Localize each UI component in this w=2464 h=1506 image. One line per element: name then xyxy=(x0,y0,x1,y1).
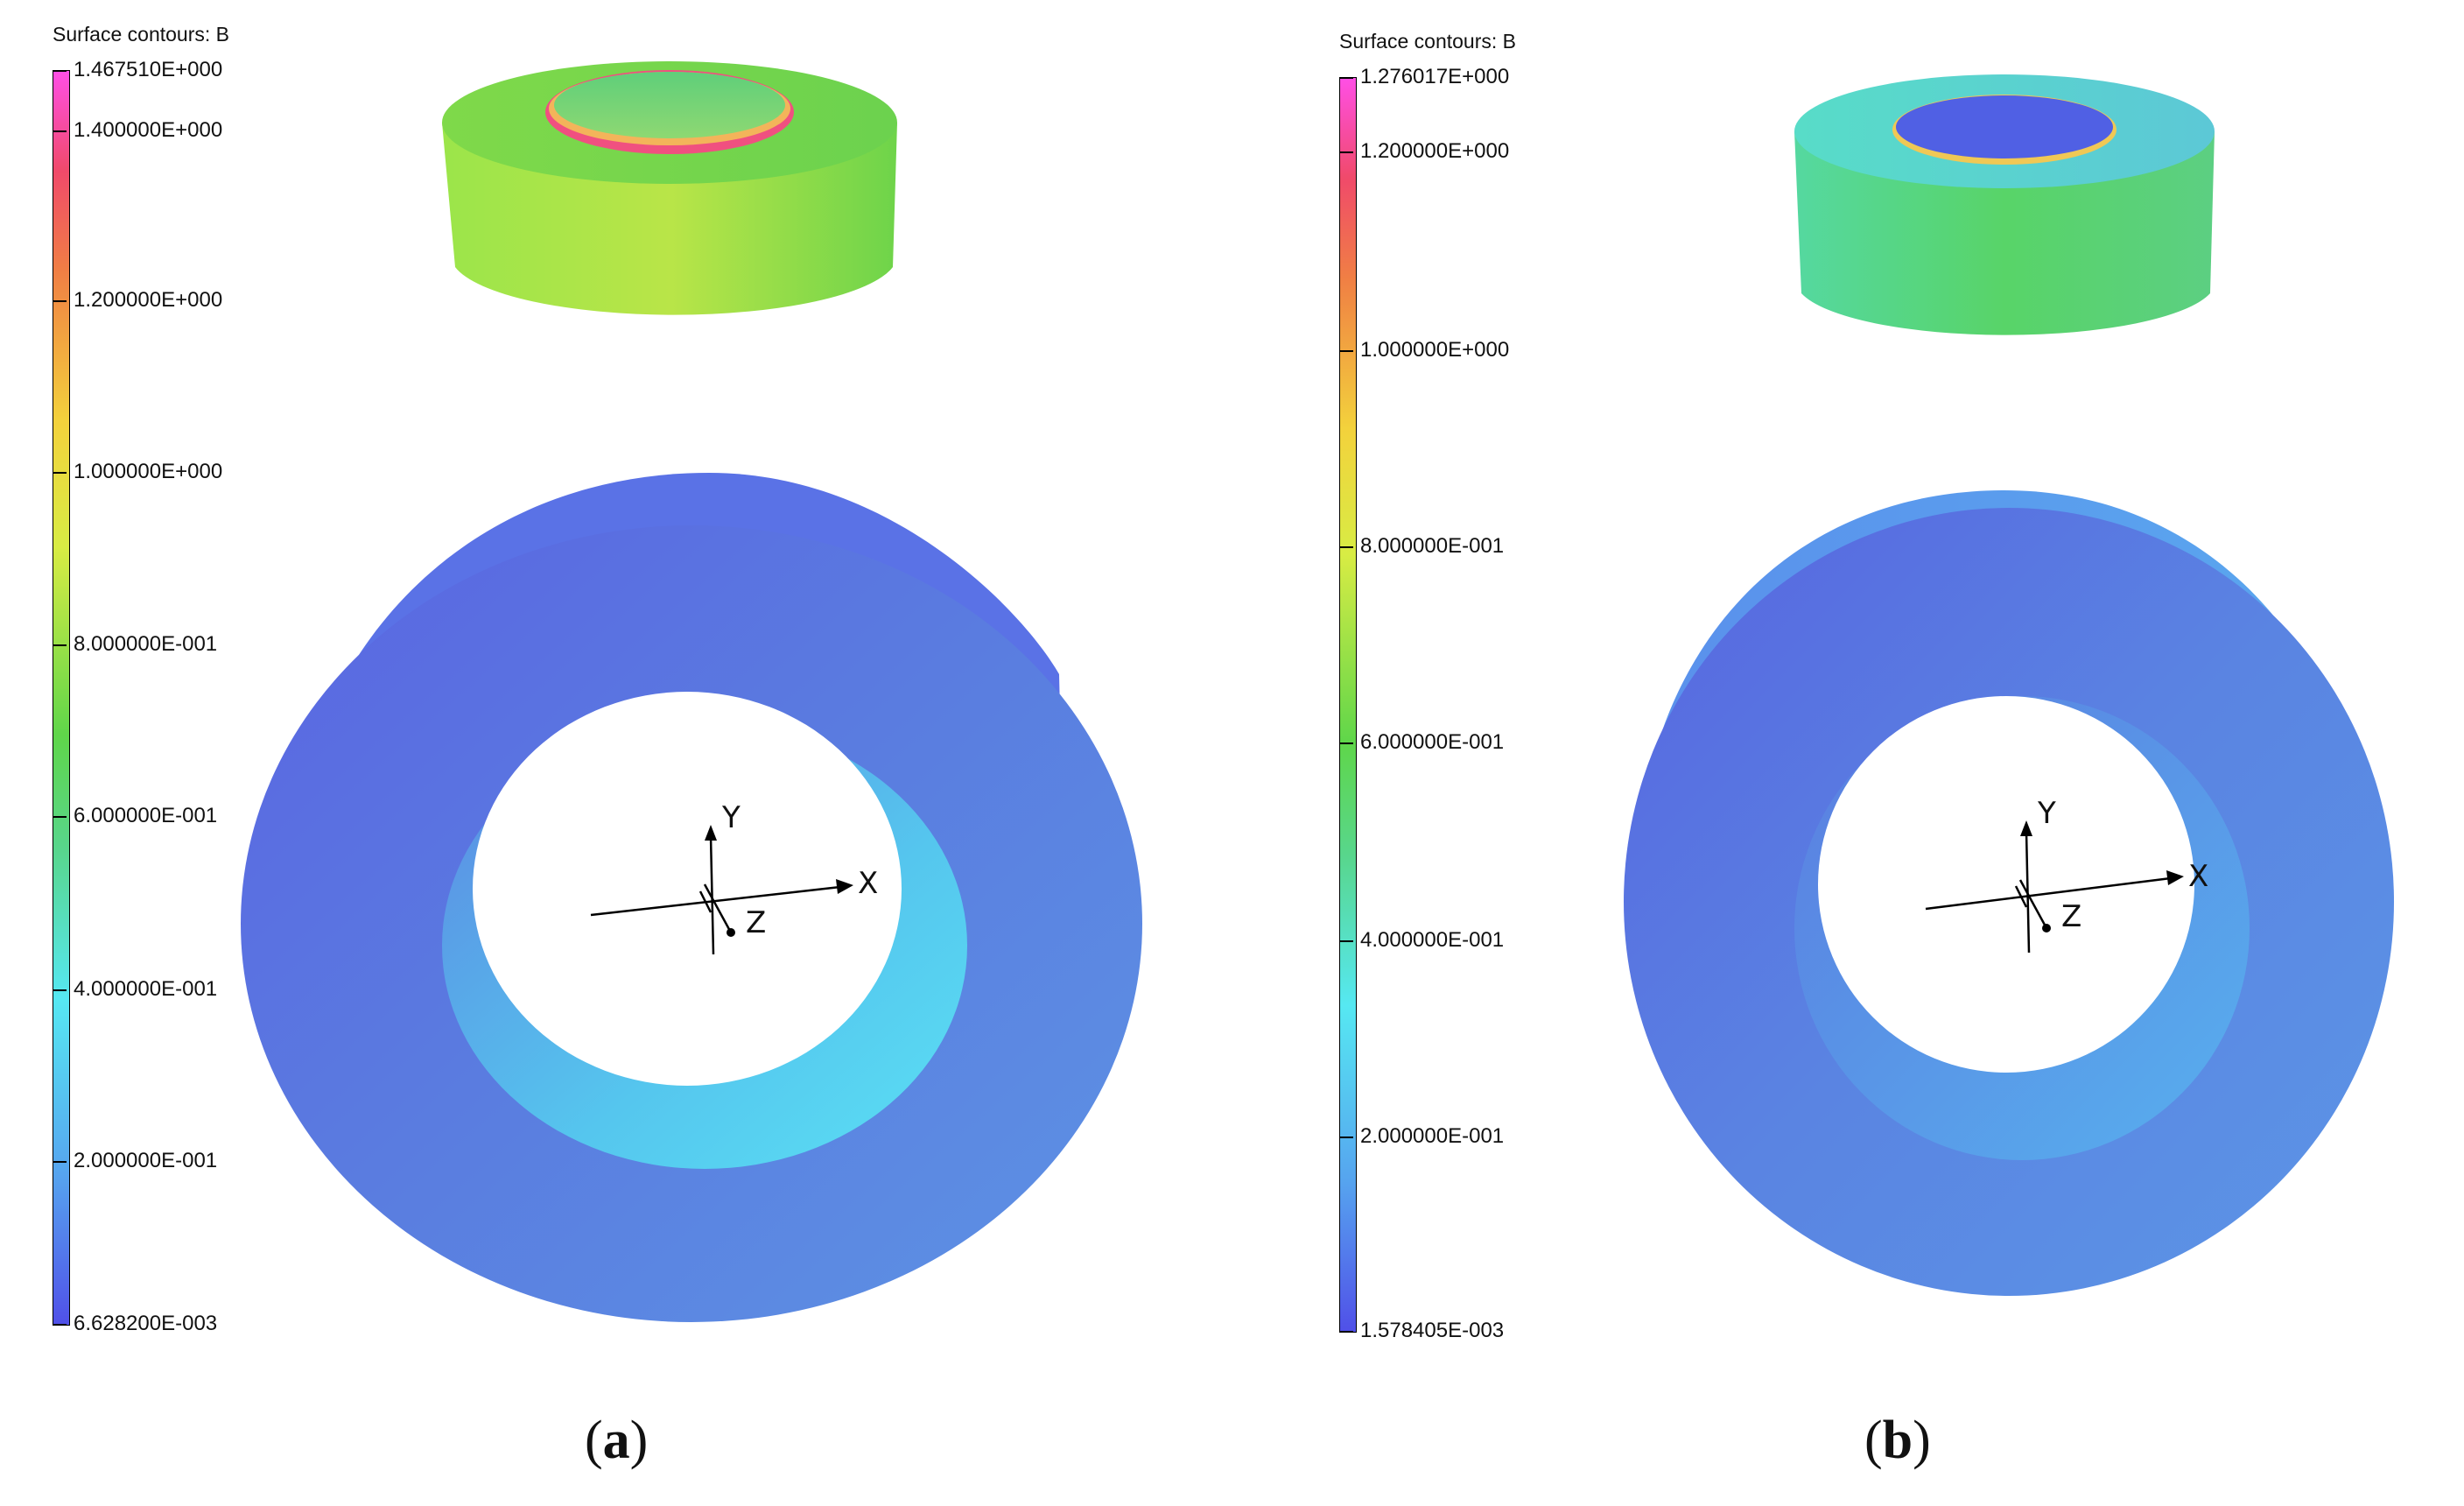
tick-mark xyxy=(53,989,67,991)
tick-label: 8.000000E-001 xyxy=(74,632,218,656)
tick-mark xyxy=(1339,77,1353,79)
caption-b: (b) xyxy=(1864,1410,1931,1472)
tick-label: 1.276017E+000 xyxy=(1360,65,1510,88)
large-ring xyxy=(241,473,1142,1322)
tick-mark xyxy=(1339,151,1353,153)
tick-mark xyxy=(1339,350,1353,352)
field-render-a: X Y Z xyxy=(241,61,1142,1322)
caption-open: ( xyxy=(585,1411,603,1470)
tick-label: 1.400000E+000 xyxy=(74,118,223,142)
small-ring xyxy=(1794,74,2215,335)
tick-mark xyxy=(53,70,67,72)
caption-open: ( xyxy=(1864,1411,1883,1470)
tick-label: 6.628200E-003 xyxy=(74,1312,218,1335)
tick-label: 6.000000E-001 xyxy=(1360,730,1505,754)
caption-letter: a xyxy=(602,1411,630,1470)
tick-label: 1.000000E+000 xyxy=(1360,338,1510,362)
tick-label: 1.578405E-003 xyxy=(1360,1319,1505,1342)
tick-mark xyxy=(53,472,67,474)
legend-title: Surface contours: B xyxy=(53,23,229,46)
tick-mark xyxy=(53,1161,67,1163)
field-render-b: X Y Z xyxy=(1624,74,2394,1296)
axis-z-label: Z xyxy=(746,905,766,940)
tick-label: 4.000000E-001 xyxy=(74,977,218,1001)
tick-mark xyxy=(1339,1137,1353,1138)
tick-label: 6.000000E-001 xyxy=(74,804,218,827)
axis-x-label: X xyxy=(858,866,878,901)
tick-mark xyxy=(1339,742,1353,744)
panel-a: Surface contours: B 1.467510E+000 1.4000… xyxy=(0,0,1225,1506)
axes-triad xyxy=(1925,820,2184,954)
tick-label: 1.467510E+000 xyxy=(74,58,223,81)
tick-label: 2.000000E-001 xyxy=(74,1149,218,1172)
axis-z-label: Z xyxy=(2061,899,2081,934)
axis-x-label: X xyxy=(2188,859,2208,894)
axis-y-label: Y xyxy=(721,800,741,835)
small-ring xyxy=(442,61,897,315)
caption-a: (a) xyxy=(585,1410,648,1472)
caption-letter: b xyxy=(1882,1411,1913,1470)
tick-mark xyxy=(53,816,67,818)
tick-mark xyxy=(1339,940,1353,942)
axis-y-label: Y xyxy=(2037,796,2056,831)
tick-mark xyxy=(1339,1331,1353,1333)
caption-close: ) xyxy=(629,1411,649,1470)
caption-close: ) xyxy=(1913,1411,1931,1470)
panel-b: Surface contours: B 1.276017E+000 1.2000… xyxy=(1287,0,2464,1506)
tick-mark xyxy=(1339,546,1353,548)
tick-mark xyxy=(53,130,67,132)
tick-label: 1.000000E+000 xyxy=(74,460,223,483)
large-ring xyxy=(1624,490,2394,1296)
legend-title: Surface contours: B xyxy=(1339,30,1516,53)
tick-mark xyxy=(53,644,67,646)
tick-mark xyxy=(53,1324,67,1326)
axes-triad xyxy=(590,825,853,955)
tick-mark xyxy=(53,300,67,302)
tick-label: 2.000000E-001 xyxy=(1360,1124,1505,1148)
tick-label: 1.200000E+000 xyxy=(1360,139,1510,163)
tick-label: 8.000000E-001 xyxy=(1360,534,1505,558)
tick-label: 4.000000E-001 xyxy=(1360,928,1505,952)
tick-label: 1.200000E+000 xyxy=(74,288,223,312)
